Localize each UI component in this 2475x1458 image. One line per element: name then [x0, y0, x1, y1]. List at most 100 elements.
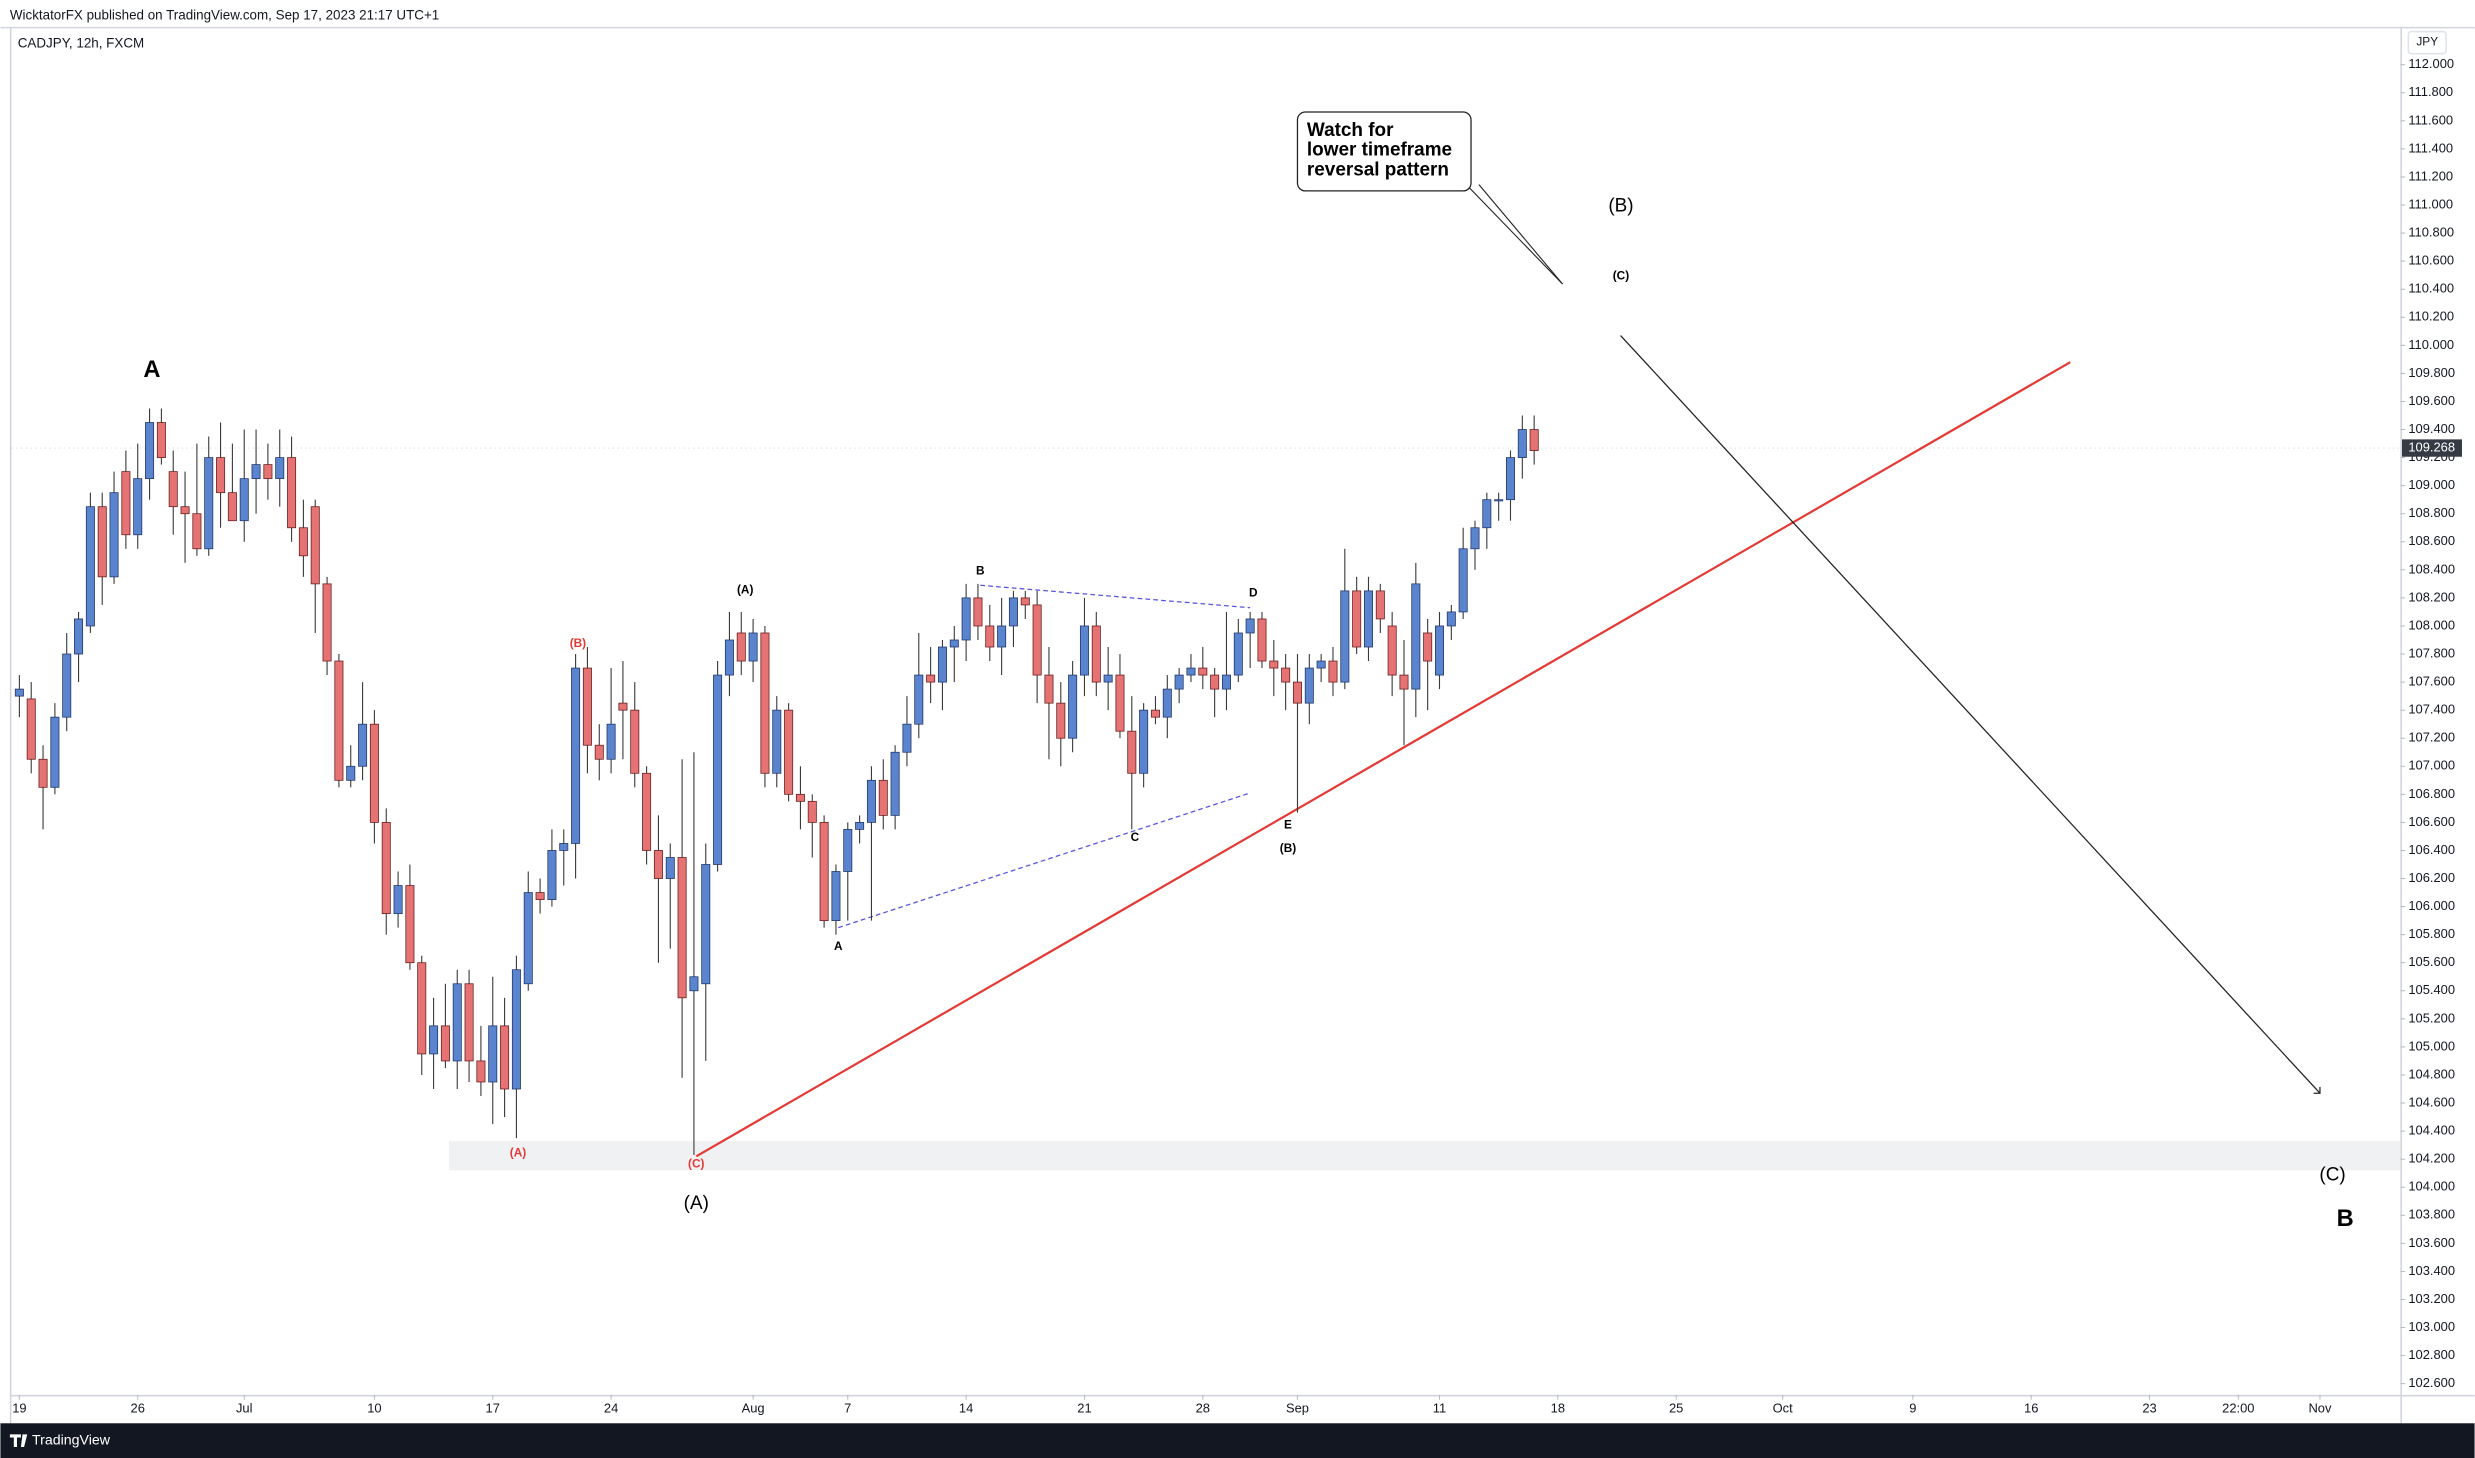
y-tick-label: 106.800	[2408, 786, 2455, 801]
candle-body	[689, 976, 699, 992]
candle-body	[665, 857, 675, 879]
candle-body	[180, 506, 190, 515]
candle-body	[1375, 590, 1385, 620]
candle-body	[488, 1025, 498, 1083]
y-tick-label: 110.800	[2408, 225, 2454, 240]
x-tick-label: Aug	[742, 1401, 765, 1416]
candle-body	[346, 765, 356, 781]
candle-body	[642, 772, 652, 851]
candle-body	[1494, 499, 1504, 502]
candle-body	[701, 864, 711, 985]
y-tick-label: 104.800	[2408, 1066, 2455, 1081]
candle-body	[381, 822, 391, 915]
candle-body	[1198, 667, 1208, 676]
candle-body	[937, 646, 947, 683]
candle-body	[878, 779, 888, 816]
candle-body	[1257, 618, 1267, 662]
candle-body	[429, 1025, 439, 1055]
x-tick-label: Nov	[2308, 1401, 2332, 1416]
candle-body	[1434, 625, 1444, 676]
y-tick-label: 103.600	[2408, 1235, 2455, 1250]
y-tick-label: 109.400	[2408, 421, 2455, 436]
y-tick-label: 103.800	[2408, 1207, 2455, 1222]
candle-body	[890, 751, 900, 816]
candle-body	[630, 709, 640, 774]
candle-body	[902, 723, 912, 753]
candle-body	[594, 744, 604, 760]
candle-body	[1139, 709, 1149, 774]
candle-body	[1446, 611, 1456, 627]
candle-body	[1127, 730, 1137, 774]
candle-body	[1233, 632, 1243, 676]
footer-logo	[9, 1434, 28, 1447]
arrow-head	[2313, 1086, 2321, 1094]
candle-body	[807, 800, 817, 823]
x-tick-label: 19	[12, 1401, 26, 1416]
candle-body	[1505, 457, 1515, 501]
wave-label: E	[1284, 817, 1292, 831]
candle-body	[1352, 590, 1362, 648]
y-tick-label: 102.600	[2408, 1375, 2455, 1390]
x-tick-label: 10	[367, 1401, 381, 1416]
candle-body	[500, 1025, 510, 1090]
candle-body	[1056, 702, 1066, 739]
drawing-line	[980, 584, 1251, 609]
candle-body	[192, 513, 202, 550]
candle-body	[109, 492, 119, 578]
candle-body	[26, 698, 36, 760]
candle-body	[831, 871, 841, 922]
y-tick-label: 111.800	[2408, 84, 2453, 99]
candle-body	[1292, 681, 1302, 704]
candle-body	[156, 422, 166, 458]
candle-body	[1162, 688, 1172, 718]
candle-body	[417, 962, 427, 1055]
y-tick-label: 105.000	[2408, 1038, 2455, 1053]
candle-body	[204, 457, 214, 550]
x-tick-label: Oct	[1773, 1401, 1794, 1416]
candle-body	[358, 723, 368, 767]
y-tick-label: 104.400	[2408, 1123, 2455, 1138]
y-tick-label: 110.200	[2408, 309, 2454, 324]
y-tick-label: 110.000	[2408, 337, 2454, 352]
callout-box	[1296, 111, 1472, 192]
drawing-line	[838, 792, 1251, 929]
y-tick-label: 103.400	[2408, 1263, 2455, 1278]
y-tick-label: 105.600	[2408, 954, 2455, 969]
x-tick-label: 22:00	[2222, 1401, 2254, 1416]
wave-label: D	[1249, 585, 1258, 599]
y-tick-label: 106.000	[2408, 898, 2455, 913]
y-tick-label: 106.400	[2408, 842, 2455, 857]
drawing-line	[695, 361, 2071, 1158]
wave-label: B	[2337, 1206, 2354, 1232]
y-tick-label: 107.000	[2408, 758, 2455, 773]
callout-text: Watch for	[1307, 120, 1394, 141]
x-tick-label: Jul	[236, 1401, 253, 1416]
wave-label: (C)	[688, 1157, 704, 1171]
candle-body	[571, 667, 581, 844]
y-tick-label: 111.600	[2408, 112, 2453, 127]
wave-label: (A)	[737, 582, 753, 596]
candle-body	[322, 583, 332, 662]
candle-body	[523, 892, 533, 985]
wave-label: (C)	[1613, 268, 1629, 282]
last-price-label: 109.268	[2408, 439, 2455, 454]
x-tick-label: 7	[844, 1401, 851, 1416]
candle-body	[547, 850, 557, 900]
drawing-line	[1620, 335, 2321, 1094]
candle-body	[677, 857, 687, 999]
candle-body	[1032, 604, 1042, 676]
candle-body	[1008, 597, 1018, 627]
x-tick-label: 26	[131, 1401, 145, 1416]
candle-body	[334, 660, 344, 781]
candle-body	[1115, 674, 1125, 732]
candle-body	[227, 492, 237, 522]
y-tick-label: 109.800	[2408, 365, 2455, 380]
x-tick-label: 21	[1077, 1401, 1091, 1416]
candle-body	[748, 632, 758, 662]
candle-body	[1387, 625, 1397, 676]
candle-body	[1399, 674, 1409, 690]
candle-body	[287, 457, 297, 529]
candle-body	[369, 723, 379, 823]
wave-label: (B)	[570, 636, 586, 650]
